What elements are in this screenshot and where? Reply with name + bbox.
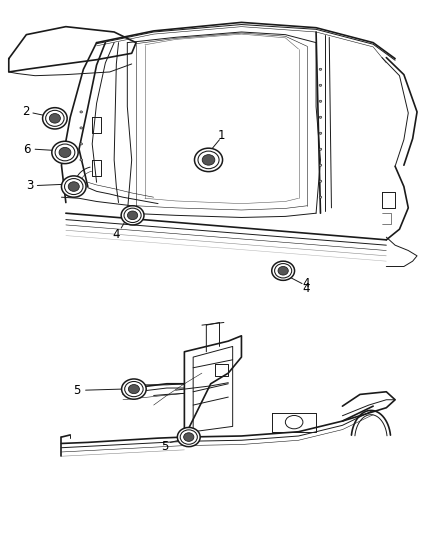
Text: 3: 3: [26, 179, 33, 192]
Ellipse shape: [80, 143, 82, 145]
Ellipse shape: [124, 382, 143, 397]
Ellipse shape: [274, 264, 291, 278]
Ellipse shape: [49, 114, 60, 123]
Ellipse shape: [59, 148, 71, 157]
Ellipse shape: [318, 84, 321, 86]
Ellipse shape: [318, 196, 321, 198]
Ellipse shape: [46, 110, 64, 126]
Ellipse shape: [177, 427, 200, 447]
Ellipse shape: [318, 164, 321, 166]
Text: 6: 6: [23, 143, 31, 156]
Ellipse shape: [318, 100, 321, 102]
Ellipse shape: [127, 211, 138, 220]
Ellipse shape: [318, 116, 321, 118]
Ellipse shape: [80, 159, 82, 161]
Ellipse shape: [183, 433, 194, 441]
Ellipse shape: [121, 206, 144, 225]
Text: 4: 4: [302, 277, 310, 290]
Ellipse shape: [121, 379, 146, 399]
Ellipse shape: [64, 179, 83, 195]
Text: 5: 5: [73, 384, 80, 397]
Ellipse shape: [180, 430, 197, 445]
Ellipse shape: [80, 127, 82, 129]
Ellipse shape: [277, 266, 288, 275]
Ellipse shape: [318, 132, 321, 134]
Text: 1: 1: [217, 130, 225, 142]
Ellipse shape: [42, 108, 67, 129]
Text: 5: 5: [161, 440, 168, 453]
Ellipse shape: [52, 141, 78, 164]
Ellipse shape: [124, 208, 141, 223]
Text: 2: 2: [21, 106, 29, 118]
Ellipse shape: [80, 111, 82, 113]
Ellipse shape: [271, 261, 294, 280]
Ellipse shape: [194, 148, 222, 172]
Ellipse shape: [55, 144, 74, 161]
Ellipse shape: [198, 151, 219, 169]
Ellipse shape: [202, 155, 214, 165]
Text: 4: 4: [112, 228, 120, 241]
Ellipse shape: [318, 68, 321, 70]
Text: 4: 4: [302, 282, 310, 295]
Ellipse shape: [128, 384, 139, 394]
Ellipse shape: [68, 182, 79, 191]
Ellipse shape: [61, 176, 86, 197]
Ellipse shape: [318, 148, 321, 150]
Ellipse shape: [318, 180, 321, 182]
